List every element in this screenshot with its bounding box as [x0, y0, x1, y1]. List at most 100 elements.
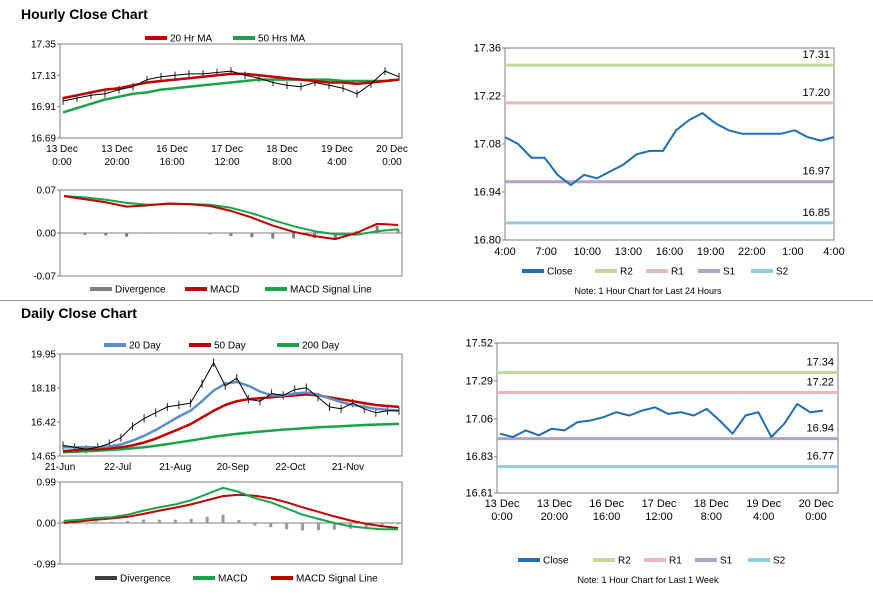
daily-price-y-tick: 19.95 — [31, 350, 56, 361]
hourly-macd-divergence-bar — [229, 233, 233, 237]
hourly-macd-divergence-bar — [375, 225, 379, 233]
hourly-macd-y-tick: 0.00 — [37, 229, 57, 240]
hourly-price-x-tick: 19 Dec — [321, 144, 353, 155]
hourly-pivot-y-tick: 17.22 — [473, 91, 501, 103]
daily-pivot-x-tick: 17 Dec — [642, 498, 677, 510]
daily-pivot-x-tick: 12:00 — [645, 511, 673, 523]
daily-macd-divergence-bar — [316, 523, 320, 531]
hourly-macd-divergence-bar — [208, 233, 212, 235]
daily-price-legend-label: 50 Day — [214, 341, 246, 352]
daily-macd-divergence-bar — [285, 523, 289, 530]
hourly-price-x-tick: 20 Dec — [376, 144, 408, 155]
hourly-pivot-note: Note: 1 Hour Chart for Last 24 Hours — [574, 286, 722, 296]
daily-macd-line — [63, 486, 398, 531]
daily-macd-divergence-bar — [237, 520, 241, 523]
daily-price-x-tick: 21-Jun — [45, 462, 76, 473]
daily-pivot-legend-label: S2 — [773, 556, 786, 567]
daily-macd-divergence-bar — [142, 519, 146, 523]
hourly-macd-divergence-bar — [333, 233, 337, 238]
daily-pivot-s2-label: 16.77 — [806, 451, 834, 463]
daily-macd-divergence-bar — [189, 518, 193, 523]
hourly-macd-divergence-bar — [250, 233, 254, 238]
hourly-price-x-tick: 12:00 — [214, 157, 239, 168]
daily-pivot-x-tick: 16 Dec — [589, 498, 624, 510]
hourly-price-x-tick: 17 Dec — [211, 144, 243, 155]
daily-ma50-line — [62, 393, 400, 453]
hourly-macd-legend-label: MACD — [210, 285, 239, 296]
daily-pivot-legend-label: S1 — [720, 556, 733, 567]
hourly-pivot-y-tick: 17.08 — [473, 139, 501, 151]
hourly-macd-signal-line — [63, 195, 399, 236]
hourly-pivot-legend-label: R2 — [620, 267, 633, 278]
daily-price-frame — [59, 353, 403, 457]
hourly-price-y-tick: 17.35 — [31, 40, 56, 51]
daily-macd-divergence-bar — [173, 519, 177, 523]
daily-pivot-x-tick: 13 Dec — [537, 498, 572, 510]
hourly-macd-divergence-bar — [271, 233, 275, 239]
hourly-macd-line — [63, 195, 399, 241]
hourly-pivot-legend-label: S2 — [776, 267, 789, 278]
hourly-macd-divergence-bar — [125, 233, 129, 237]
hourly-pivot-r2-label: 17.31 — [802, 49, 830, 61]
daily-macd-divergence-bar — [253, 523, 257, 526]
daily-pivot-r2-label: 17.34 — [806, 357, 834, 369]
hourly-pivot-legend-label: Close — [547, 267, 573, 278]
hourly-price-legend-label: 20 Hr MA — [170, 34, 213, 45]
daily-macd-y-tick: 0.99 — [37, 478, 57, 489]
hourly-macd-divergence-bar — [166, 232, 170, 233]
daily-macd-divergence-bar — [110, 521, 114, 523]
daily-price-x-tick: 22-Oct — [275, 462, 305, 473]
daily-macd-legend-label: Divergence — [120, 574, 171, 585]
daily-macd-divergence-bar — [62, 520, 66, 523]
hourly-price-x-tick: 13 Dec — [46, 144, 78, 155]
hourly-price-frame — [59, 43, 403, 139]
hourly-price-x-tick: 0:00 — [52, 157, 72, 168]
daily-price-y-tick: 18.18 — [31, 384, 56, 395]
section-divider — [0, 300, 873, 301]
daily-price-y-tick: 14.65 — [31, 452, 56, 463]
daily-pivot-note: Note: 1 Hour Chart for Last 1 Week — [578, 575, 719, 585]
daily-price-x-tick: 22-Jul — [104, 462, 131, 473]
daily-pivot-close-line — [499, 403, 824, 438]
daily-ma20-line — [63, 380, 400, 449]
daily-pivot-x-tick: 20 Dec — [799, 498, 834, 510]
hourly-pivot-frame — [504, 47, 835, 241]
hourly-pivot-legend-label: S1 — [723, 267, 736, 278]
daily-close-line — [62, 362, 399, 450]
hourly-price-x-tick: 4:00 — [327, 157, 347, 168]
daily-macd-divergence-bar — [221, 514, 225, 523]
daily-pivot-frame — [496, 342, 839, 494]
daily-pivot-x-tick: 8:00 — [701, 511, 722, 523]
daily-macd-divergence-bar — [126, 520, 130, 523]
daily-macd-divergence-bar — [396, 523, 400, 525]
hourly-pivot-x-tick: 16:00 — [656, 246, 684, 258]
hourly-pivot-s1-label: 16.97 — [802, 166, 830, 178]
daily-price-legend-label: 200 Day — [302, 341, 339, 352]
hourly-pivot-s2-label: 16.85 — [802, 207, 830, 219]
daily-pivot-y-tick: 16.61 — [465, 488, 493, 500]
hourly-pivot-y-tick: 16.94 — [473, 187, 501, 199]
hourly-pivot-y-tick: 16.80 — [473, 235, 501, 247]
hourly-macd-y-tick: -0.07 — [33, 272, 56, 283]
hourly-macd-divergence-bar — [396, 228, 400, 233]
hourly-pivot-r1-label: 17.20 — [802, 87, 830, 99]
daily-price-y-tick: 16.42 — [31, 417, 56, 428]
hourly-pivot-x-tick: 10:00 — [573, 246, 601, 258]
daily-macd-y-tick: 0.00 — [37, 519, 57, 530]
daily-pivot-x-tick: 0:00 — [805, 511, 826, 523]
daily-macd-divergence-bar — [269, 523, 273, 528]
daily-macd-divergence-bar — [301, 523, 305, 531]
hourly-price-legend-label: 50 Hrs MA — [258, 34, 306, 45]
hourly-pivot-x-tick: 13:00 — [615, 246, 643, 258]
daily-price-x-tick: 21-Aug — [159, 462, 191, 473]
hourly-macd-divergence-bar — [83, 233, 87, 235]
daily-pivot-r1-label: 17.22 — [806, 376, 834, 388]
hourly-ma50-line — [62, 78, 400, 114]
daily-pivot-y-tick: 17.29 — [465, 375, 493, 387]
daily-ma200-line — [62, 422, 400, 454]
daily-macd-divergence-bar — [380, 523, 384, 526]
daily-pivot-x-tick: 0:00 — [491, 511, 512, 523]
hourly-macd-y-tick: 0.07 — [37, 186, 57, 197]
daily-pivot-x-tick: 16:00 — [593, 511, 621, 523]
